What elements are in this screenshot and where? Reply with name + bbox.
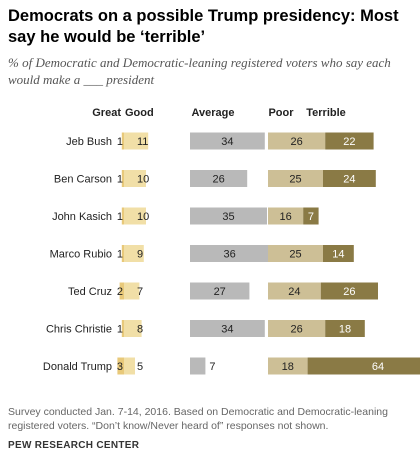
- label-average: 35: [222, 211, 234, 223]
- label-terrible: 7: [308, 211, 314, 223]
- label-great: 1: [117, 249, 123, 261]
- category-label: John Kasich: [52, 211, 112, 223]
- bar-good: [124, 207, 146, 225]
- bar-great: [121, 132, 124, 150]
- category-label: Ben Carson: [54, 174, 112, 186]
- label-good: 10: [137, 174, 149, 186]
- label-terrible: 24: [343, 174, 355, 186]
- label-average: 27: [214, 286, 226, 298]
- label-poor: 24: [288, 286, 300, 298]
- bar-terrible: [323, 245, 354, 262]
- bar-terrible: [303, 207, 319, 225]
- bar-poor: [268, 170, 323, 187]
- header-average: Average: [191, 107, 234, 119]
- bar-good: [124, 132, 149, 150]
- bar-good: [124, 357, 135, 375]
- bar-poor: [268, 245, 323, 262]
- bar-great: [121, 170, 124, 187]
- bar-terrible: [323, 170, 376, 187]
- bar-great: [121, 320, 124, 337]
- label-good: 11: [137, 136, 148, 148]
- bar-terrible: [307, 357, 420, 375]
- bar-average: [190, 132, 265, 150]
- label-good: 5: [137, 361, 143, 373]
- label-average: 36: [223, 249, 235, 261]
- header-poor: Poor: [268, 107, 294, 119]
- bar-poor: [268, 207, 304, 225]
- category-label: Chris Christie: [46, 324, 112, 336]
- label-terrible: 26: [343, 286, 355, 298]
- bar-average: [190, 170, 248, 187]
- label-poor: 25: [289, 174, 301, 186]
- category-label: Donald Trump: [43, 361, 112, 373]
- bar-poor: [268, 282, 321, 300]
- bar-average: [190, 207, 267, 225]
- label-good: 7: [137, 286, 143, 298]
- label-great: 1: [117, 211, 123, 223]
- label-great: 3: [117, 361, 123, 373]
- label-great: 1: [117, 136, 123, 148]
- category-label: Marco Rubio: [50, 249, 112, 261]
- category-label: Jeb Bush: [66, 136, 112, 148]
- bar-terrible: [320, 282, 378, 300]
- header-terrible: Terrible: [306, 107, 346, 119]
- label-average: 34: [221, 136, 233, 148]
- bar-average: [190, 245, 270, 262]
- header-good: Good: [125, 107, 154, 119]
- bar-great: [117, 357, 124, 375]
- bar-poor: [268, 357, 308, 375]
- bar-average: [190, 320, 265, 337]
- label-terrible: 14: [332, 249, 344, 261]
- label-great: 2: [117, 286, 123, 298]
- label-poor: 26: [290, 136, 302, 148]
- bar-average: [190, 282, 250, 300]
- bar-good: [124, 170, 146, 187]
- label-average: 7: [209, 361, 215, 373]
- chart-note: Survey conducted Jan. 7-14, 2016. Based …: [8, 406, 388, 432]
- label-poor: 18: [282, 361, 294, 373]
- bar-average: [190, 357, 206, 375]
- header-great: Great: [92, 107, 121, 119]
- label-average: 26: [212, 174, 224, 186]
- label-average: 34: [221, 324, 233, 336]
- bar-poor: [268, 320, 326, 337]
- label-good: 8: [137, 324, 143, 336]
- chart-subtitle: % of Democratic and Democratic-leaning r…: [8, 55, 391, 87]
- label-good: 10: [137, 211, 149, 223]
- label-terrible: 18: [339, 324, 351, 336]
- bar-terrible: [325, 132, 374, 150]
- bar-good: [124, 245, 144, 262]
- label-poor: 16: [279, 211, 291, 223]
- chart-title: Democrats on a possible Trump presidency…: [8, 7, 399, 46]
- bar-great: [121, 207, 124, 225]
- bar-terrible: [325, 320, 365, 337]
- label-poor: 26: [290, 324, 302, 336]
- category-label: Ted Cruz: [68, 286, 112, 298]
- label-terrible: 64: [372, 361, 384, 373]
- bar-great: [121, 245, 124, 262]
- source-credit: PEW RESEARCH CENTER: [8, 440, 140, 451]
- bar-poor: [268, 132, 326, 150]
- bar-great: [119, 282, 124, 300]
- label-great: 1: [117, 174, 123, 186]
- bar-good: [124, 282, 140, 300]
- label-great: 1: [117, 324, 123, 336]
- label-terrible: 22: [343, 136, 355, 148]
- label-poor: 25: [289, 249, 301, 261]
- bar-good: [124, 320, 142, 337]
- label-good: 9: [137, 249, 143, 261]
